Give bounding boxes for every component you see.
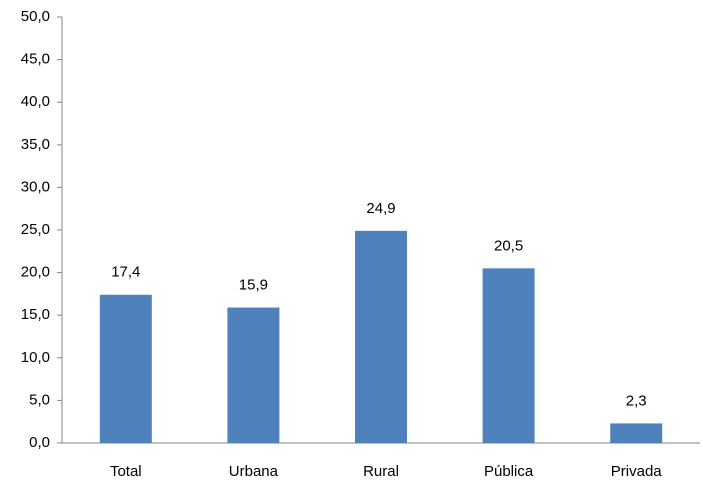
y-tick-label: 25,0 [21, 221, 50, 238]
x-tick-label: Privada [611, 463, 663, 480]
y-tick-label: 10,0 [21, 349, 50, 366]
y-tick-label: 45,0 [21, 51, 50, 68]
y-tick-label: 20,0 [21, 264, 50, 281]
x-tick-label: Pública [484, 463, 534, 480]
y-tick-label: 50,0 [21, 8, 50, 25]
bar [355, 230, 407, 443]
data-label: 20,5 [494, 237, 523, 254]
data-label: 15,9 [239, 277, 268, 294]
y-tick-label: 30,0 [21, 178, 50, 195]
data-label: 2,3 [626, 392, 647, 409]
x-tick-label: Total [110, 463, 142, 480]
y-tick-label: 35,0 [21, 136, 50, 153]
bar [610, 423, 663, 443]
data-label: 17,4 [111, 264, 140, 281]
y-tick-label: 15,0 [21, 306, 50, 323]
x-tick-label: Rural [363, 463, 399, 480]
y-tick-label: 40,0 [21, 93, 50, 110]
bar [227, 307, 280, 443]
bar [99, 294, 152, 443]
x-tick-label: Urbana [229, 463, 279, 480]
y-tick-label: 0,0 [29, 434, 50, 451]
data-label: 24,9 [366, 200, 395, 217]
bar [482, 268, 535, 443]
y-tick-label: 5,0 [29, 391, 50, 408]
